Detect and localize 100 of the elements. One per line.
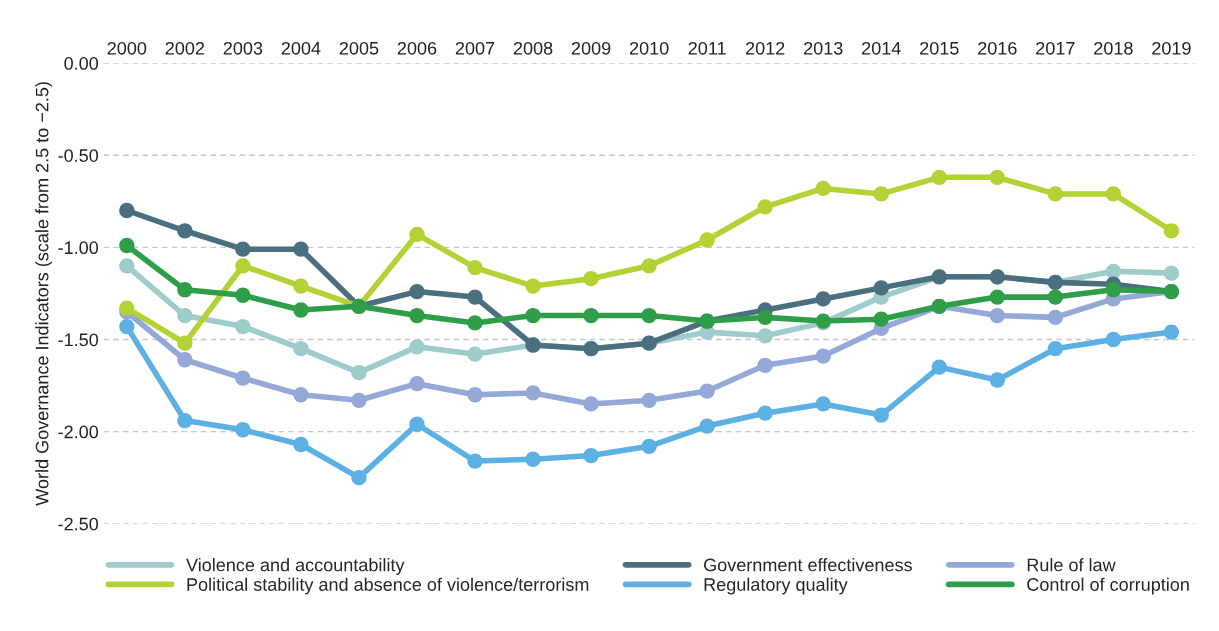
- point: [467, 453, 483, 469]
- x-tick-label: 2002: [165, 41, 205, 55]
- point: [1105, 263, 1122, 279]
- point: [641, 307, 657, 324]
- point: [119, 318, 135, 335]
- point: [409, 226, 425, 243]
- x-tick-label: 2014: [862, 41, 901, 55]
- point: [1105, 282, 1122, 298]
- point: [351, 470, 367, 486]
- point: [293, 278, 309, 294]
- point: [931, 359, 947, 375]
- point: [235, 287, 251, 303]
- legend-label: Political stability and absence of violence/terrorism: [187, 577, 589, 595]
- point: [1105, 186, 1122, 202]
- point: [1047, 186, 1063, 202]
- y-tick-label: -0.50: [58, 149, 99, 162]
- point: [989, 372, 1005, 388]
- legend-label: Government effectiveness: [704, 558, 912, 572]
- point: [293, 436, 309, 453]
- point: [351, 392, 367, 408]
- point: [177, 307, 193, 324]
- point: [235, 370, 251, 386]
- y-tick-label: -1.00: [58, 241, 99, 255]
- point: [757, 357, 773, 373]
- point: [525, 307, 541, 324]
- point: [815, 396, 831, 412]
- point: [119, 258, 135, 274]
- point: [235, 258, 251, 274]
- point: [699, 418, 715, 434]
- legend-label: Control of corruption: [1027, 577, 1189, 595]
- point: [409, 376, 425, 392]
- point: [1047, 289, 1063, 305]
- x-tick-label: 2017: [1036, 41, 1075, 55]
- point: [873, 186, 889, 202]
- point: [293, 241, 309, 257]
- point: [293, 387, 309, 403]
- point: [757, 199, 773, 215]
- point: [989, 169, 1005, 185]
- point: [757, 328, 773, 344]
- point: [641, 438, 657, 454]
- point: [235, 318, 251, 335]
- point: [583, 396, 599, 412]
- point: [757, 309, 773, 326]
- legend-label: Regulatory quality: [704, 577, 848, 595]
- point: [119, 300, 135, 316]
- point: [641, 392, 657, 408]
- point: [873, 407, 889, 423]
- point: [119, 237, 135, 254]
- point: [409, 339, 425, 355]
- point: [177, 352, 193, 368]
- x-tick-label: 2018: [1094, 41, 1133, 55]
- point: [815, 348, 831, 364]
- point: [467, 259, 483, 276]
- point: [583, 307, 599, 324]
- y-tick-label: -2.00: [58, 425, 99, 439]
- x-tick-label: 2012: [746, 41, 785, 55]
- x-tick-label: 2005: [339, 41, 379, 55]
- point: [583, 447, 599, 464]
- x-tick-label: 2003: [223, 41, 263, 55]
- point: [989, 307, 1005, 324]
- x-tick-label: 2008: [513, 41, 553, 55]
- y-tick-label: -1.50: [58, 333, 99, 347]
- point: [583, 271, 599, 287]
- point: [409, 283, 425, 300]
- point: [467, 387, 483, 403]
- legend-label: Violence and accountability: [186, 558, 405, 575]
- point: [1163, 223, 1180, 239]
- point: [177, 282, 193, 298]
- point: [757, 405, 773, 421]
- point: [119, 202, 135, 219]
- x-tick-label: 2011: [688, 41, 726, 55]
- point: [699, 383, 715, 399]
- point: [873, 311, 889, 327]
- point: [293, 341, 309, 357]
- point: [409, 307, 425, 324]
- legend-label: Rule of law: [1027, 558, 1116, 572]
- point: [641, 258, 657, 274]
- point: [293, 302, 309, 318]
- point: [235, 422, 251, 438]
- x-tick-label: 2016: [978, 41, 1017, 55]
- point: [467, 346, 483, 362]
- point: [177, 223, 193, 239]
- x-tick-label: 2004: [281, 41, 321, 55]
- point: [177, 335, 193, 351]
- y-axis-title: World Governance Indicators (scale from 2.5 to −2.5): [35, 82, 53, 506]
- point: [1047, 309, 1063, 326]
- point: [467, 315, 483, 331]
- point: [409, 416, 425, 432]
- point: [525, 451, 541, 467]
- y-tick-label: 0.00: [64, 57, 99, 70]
- point: [989, 289, 1005, 305]
- point: [699, 232, 715, 248]
- point: [1163, 265, 1180, 281]
- x-tick-label: 2007: [455, 41, 495, 55]
- x-tick-label: 2009: [571, 41, 611, 55]
- point: [873, 280, 889, 296]
- point: [351, 365, 367, 381]
- point: [815, 291, 831, 307]
- point: [525, 385, 541, 401]
- point: [815, 180, 831, 197]
